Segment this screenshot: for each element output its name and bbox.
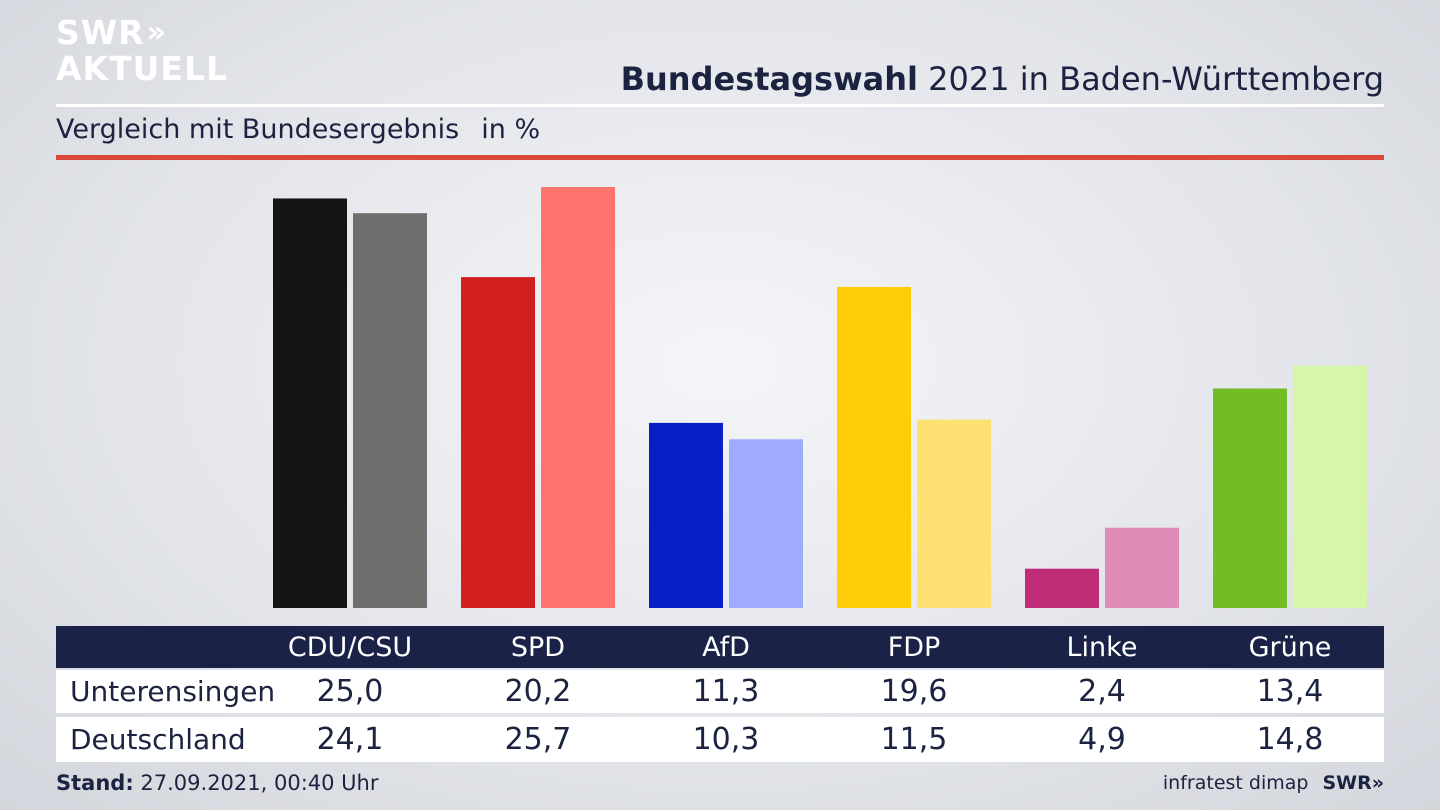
table-cell: 4,9 bbox=[1078, 722, 1126, 757]
bar-grüne-unterensingen bbox=[1213, 388, 1287, 608]
table-cell: 2,4 bbox=[1078, 674, 1126, 709]
table-cell: 25,0 bbox=[316, 674, 384, 709]
column-header: AfD bbox=[702, 631, 750, 663]
table-header: CDU/CSU SPD AfD FDP Linke Grüne bbox=[56, 626, 1384, 668]
stand-label: Stand: bbox=[56, 771, 134, 795]
table-row-unterensingen: Unterensingen 25,0 20,2 11,3 19,6 2,4 13,4 bbox=[56, 670, 1384, 713]
source-text: infratest dimap bbox=[1162, 772, 1309, 794]
bar-cdu-csu-deutschland bbox=[353, 213, 427, 608]
bar-fdp-unterensingen bbox=[837, 286, 911, 608]
bar-linke-deutschland bbox=[1105, 527, 1179, 608]
stand-value: 27.09.2021, 00:40 Uhr bbox=[133, 771, 379, 795]
row-label-deutschland: Deutschland bbox=[70, 723, 246, 756]
swr-brand-logo: SWR» bbox=[1322, 772, 1384, 794]
source-credit: infratest dimap SWR» bbox=[1163, 772, 1384, 794]
title-divider bbox=[56, 104, 1384, 107]
bar-grüne-deutschland bbox=[1293, 365, 1367, 608]
column-header: CDU/CSU bbox=[287, 631, 413, 663]
bar-fdp-deutschland bbox=[917, 419, 991, 608]
bar-linke-unterensingen bbox=[1025, 568, 1099, 608]
column-header: FDP bbox=[887, 631, 941, 663]
bar-spd-deutschland bbox=[541, 187, 615, 608]
unit-label: in % bbox=[481, 114, 541, 145]
page-title: Bundestagswahl 2021 in Baden-Württemberg bbox=[621, 60, 1384, 98]
column-header: SPD bbox=[510, 631, 566, 663]
table-cell: 11,5 bbox=[880, 722, 948, 757]
chart-subtitle: Vergleich mit Bundesergebnis in % bbox=[56, 114, 540, 145]
logo-line2: AKTUELL bbox=[56, 49, 229, 88]
title-bold: Bundestagswahl bbox=[620, 60, 918, 98]
bar-spd-unterensingen bbox=[461, 277, 535, 608]
table-cell: 13,4 bbox=[1256, 674, 1324, 709]
table-row-deutschland: Deutschland 24,1 25,7 10,3 11,5 4,9 14,8 bbox=[56, 717, 1384, 762]
timestamp: Stand: 27.09.2021, 00:40 Uhr bbox=[56, 771, 379, 795]
accent-divider bbox=[56, 155, 1384, 160]
table-cell: 11,3 bbox=[692, 674, 760, 709]
table-cell: 25,7 bbox=[504, 722, 572, 757]
column-header: Grüne bbox=[1248, 631, 1332, 663]
bar-afd-deutschland bbox=[729, 439, 803, 608]
table-cell: 24,1 bbox=[316, 722, 384, 757]
swr-aktuell-logo: SWR» AKTUELL bbox=[56, 16, 228, 85]
table-cell: 19,6 bbox=[880, 674, 948, 709]
table-cell: 20,2 bbox=[504, 674, 572, 709]
logo-line1: SWR bbox=[56, 13, 145, 52]
bar-cdu-csu-unterensingen bbox=[273, 198, 347, 608]
column-header: Linke bbox=[1066, 631, 1138, 663]
row-label-unterensingen: Unterensingen bbox=[70, 675, 276, 708]
subtitle-text: Vergleich mit Bundesergebnis bbox=[56, 114, 460, 145]
bar-afd-unterensingen bbox=[649, 422, 723, 608]
title-rest: 2021 in Baden-Württemberg bbox=[917, 60, 1384, 98]
table-cell: 10,3 bbox=[692, 722, 760, 757]
table-cell: 14,8 bbox=[1256, 722, 1324, 757]
